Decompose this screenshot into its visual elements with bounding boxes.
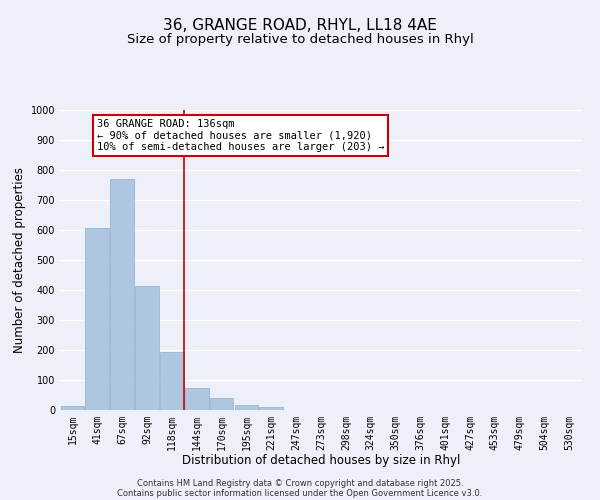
Bar <box>110 179 134 410</box>
Bar <box>235 405 258 410</box>
Text: Contains public sector information licensed under the Open Government Licence v3: Contains public sector information licen… <box>118 488 482 498</box>
X-axis label: Distribution of detached houses by size in Rhyl: Distribution of detached houses by size … <box>182 454 460 468</box>
Text: 36 GRANGE ROAD: 136sqm
← 90% of detached houses are smaller (1,920)
10% of semi-: 36 GRANGE ROAD: 136sqm ← 90% of detached… <box>97 119 384 152</box>
Bar <box>85 228 109 410</box>
Y-axis label: Number of detached properties: Number of detached properties <box>13 167 26 353</box>
Text: Size of property relative to detached houses in Rhyl: Size of property relative to detached ho… <box>127 32 473 46</box>
Bar <box>61 406 84 410</box>
Bar <box>185 388 209 410</box>
Bar <box>135 286 159 410</box>
Bar <box>160 352 184 410</box>
Text: Contains HM Land Registry data © Crown copyright and database right 2025.: Contains HM Land Registry data © Crown c… <box>137 478 463 488</box>
Text: 36, GRANGE ROAD, RHYL, LL18 4AE: 36, GRANGE ROAD, RHYL, LL18 4AE <box>163 18 437 32</box>
Bar <box>259 407 283 410</box>
Bar <box>210 398 233 410</box>
